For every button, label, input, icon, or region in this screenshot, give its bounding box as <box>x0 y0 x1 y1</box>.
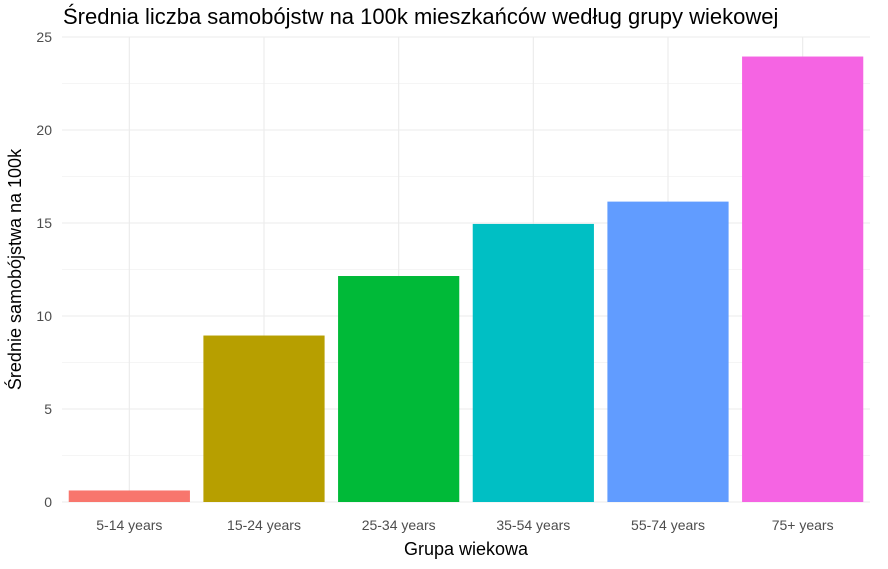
x-axis-title: Grupa wiekowa <box>404 539 529 559</box>
y-axis-title: Średnie samobójstwa na 100k <box>4 148 25 390</box>
bar-35-54-years <box>472 223 594 502</box>
bar-5-14-years <box>68 490 190 502</box>
x-tick-label: 25-34 years <box>362 517 436 533</box>
y-tick-label: 10 <box>36 308 52 324</box>
y-tick-label: 25 <box>36 29 52 45</box>
x-axis-ticks: 5-14 years 15-24 years 25-34 years 35-54 ye… <box>96 517 833 533</box>
bar-75-years <box>742 56 864 502</box>
y-tick-label: 5 <box>44 401 52 417</box>
y-tick-label: 0 <box>44 494 52 510</box>
chart-title: Średnia liczba samobójstw na 100k mieszk… <box>63 4 779 29</box>
x-tick-label: 75+ years <box>772 517 834 533</box>
y-tick-label: 20 <box>36 122 52 138</box>
x-tick-label: 55-74 years <box>631 517 705 533</box>
bar-25-34-years <box>338 276 460 502</box>
y-axis-ticks: 0 5 10 15 20 25 <box>36 29 52 510</box>
x-tick-label: 35-54 years <box>496 517 570 533</box>
x-tick-label: 15-24 years <box>227 517 301 533</box>
bar-15-24-years <box>203 335 325 502</box>
bar-55-74-years <box>607 201 729 503</box>
y-tick-label: 15 <box>36 215 52 231</box>
bars-layer <box>68 56 864 503</box>
x-tick-label: 5-14 years <box>96 517 162 533</box>
